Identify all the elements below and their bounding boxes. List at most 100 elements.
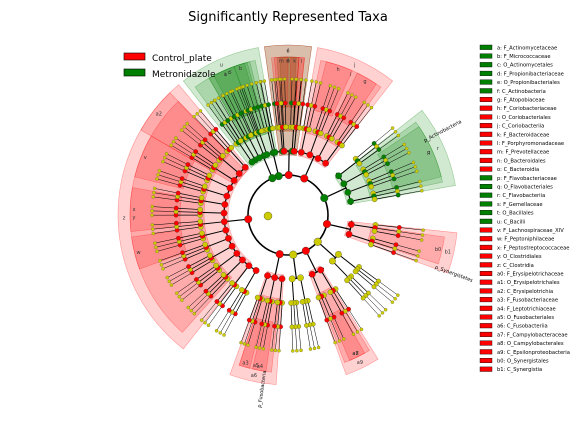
family-branch: [277, 302, 281, 327]
class-branch: [291, 278, 295, 303]
genus-branch: [201, 301, 218, 321]
family-branch: [290, 103, 292, 128]
genus-node: [161, 267, 165, 271]
class-branch: [300, 128, 307, 153]
clade-wedge-a3: [238, 317, 263, 369]
genus-node: [411, 160, 416, 165]
genus-node: [245, 83, 249, 87]
genus-branch: [340, 94, 353, 117]
genus-branch: [343, 96, 356, 118]
class-branch: [242, 139, 256, 161]
family-branch: [320, 296, 331, 319]
genus-node: [304, 78, 308, 82]
genus-branch: [393, 252, 417, 261]
genus-node: [414, 258, 418, 263]
genus-branch: [385, 148, 407, 161]
class-node: [228, 242, 236, 250]
family-branch: [326, 114, 338, 137]
legend-swatch-control: [123, 52, 146, 61]
genus-branch: [341, 313, 354, 335]
clade-letter-n: n: [286, 59, 289, 65]
class-node: [230, 177, 238, 184]
genus-branch: [373, 127, 393, 144]
clade-highlights: [117, 44, 458, 385]
genus-branch: [376, 283, 396, 299]
genus-node: [417, 249, 421, 253]
genus-node: [177, 295, 181, 299]
genus-branch: [271, 326, 275, 351]
family-node: [266, 102, 271, 108]
order-node: [327, 289, 334, 295]
genus-branch: [187, 123, 206, 140]
class-branch: [293, 127, 297, 152]
genus-branch: [356, 107, 372, 127]
clade-wedge-b0: [367, 226, 445, 265]
family-node: [327, 108, 333, 114]
genus-node: [346, 91, 350, 95]
order-node: [212, 162, 219, 168]
key-swatch: [479, 140, 493, 146]
genus-branch: [348, 309, 362, 330]
genus-node: [156, 173, 160, 177]
order-node: [197, 218, 203, 225]
order-node: [248, 132, 254, 138]
genus-branch: [337, 92, 349, 115]
genus-node: [151, 195, 155, 199]
genus-branch: [275, 326, 278, 351]
genus-branch: [276, 79, 279, 104]
clade-letter-a4: a4: [257, 364, 263, 370]
family-branch: [330, 291, 343, 314]
genus-node: [222, 333, 226, 337]
family-branch: [179, 235, 203, 242]
genus-node: [413, 165, 417, 169]
family-branch: [222, 286, 237, 307]
genus-node: [328, 84, 333, 88]
genus-node: [155, 249, 159, 254]
clade-wedge-d: [279, 56, 297, 108]
family-branch: [248, 297, 258, 321]
family-branch: [364, 159, 386, 173]
genus-branch: [260, 81, 266, 106]
clade-letter-d: d: [286, 59, 289, 65]
family-branch: [235, 292, 247, 314]
genus-branch: [218, 97, 232, 119]
clade-wedge-g: [334, 72, 377, 126]
family-branch: [183, 246, 207, 257]
genus-node: [420, 189, 424, 193]
genus-node: [290, 77, 294, 81]
key-swatch: [479, 331, 493, 337]
phylum-branch: [326, 223, 351, 230]
family-branch: [320, 110, 331, 134]
key-label: m: F_Prevotellaceae: [497, 150, 549, 156]
genus-branch: [309, 324, 315, 349]
family-branch: [261, 300, 268, 324]
family-node: [173, 205, 179, 211]
taxa-key: a: F_Actinomycetaceae b: F_Micrococcaceae…: [479, 44, 570, 373]
genus-branch: [222, 95, 235, 117]
genus-node: [203, 321, 207, 325]
order-node: [363, 171, 369, 178]
class-branch: [309, 132, 319, 156]
genus-branch: [368, 292, 386, 310]
phylum-node: [301, 246, 310, 255]
family-branch: [292, 103, 295, 128]
genus-node: [182, 125, 187, 129]
key-swatch: [479, 297, 493, 303]
genus-branch: [260, 81, 266, 106]
clade-letter-b1: b1: [445, 249, 451, 255]
genus-branch: [222, 95, 235, 117]
key-swatch: [479, 279, 493, 285]
clade-letter-a9: a9: [357, 360, 363, 366]
key-label: a7: F_Campylobacteraceae: [497, 332, 568, 338]
key-label: p: F_Flavobacteriaceae: [497, 176, 557, 182]
genus-branch: [398, 235, 422, 241]
family-branch: [371, 241, 395, 250]
family-branch: [176, 223, 201, 228]
class-branch: [243, 270, 257, 292]
genus-branch: [396, 181, 420, 188]
genus-node: [167, 279, 171, 284]
clade-letter-v: v: [144, 155, 147, 161]
genus-node: [199, 318, 204, 322]
genus-node: [150, 223, 155, 227]
family-branch: [278, 103, 281, 128]
